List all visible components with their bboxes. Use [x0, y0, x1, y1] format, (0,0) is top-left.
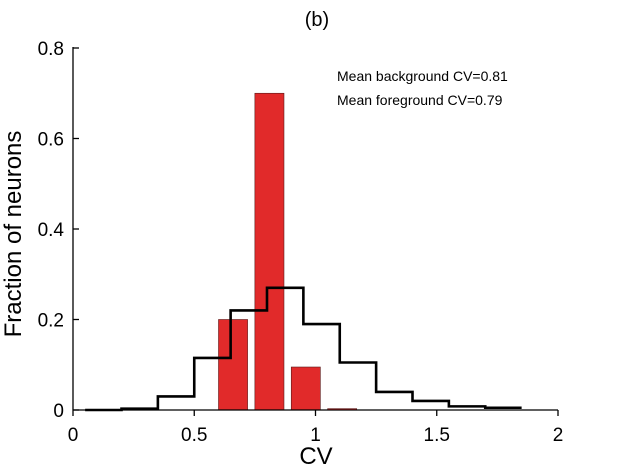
- y-tick-label-2: 0.4: [38, 220, 65, 241]
- x-tick-label-1: 0.5: [181, 425, 207, 446]
- y-tick-label-1: 0.2: [38, 311, 64, 332]
- chart-title: (b): [305, 9, 329, 31]
- histogram-bar-0: [218, 319, 248, 411]
- background-cv-step-line: [85, 286, 522, 412]
- x-tick-label-3: 1.5: [424, 425, 450, 446]
- x-tick-label-4: 2: [553, 425, 564, 446]
- x-axis-title: CV: [299, 443, 332, 469]
- y-tick-label-4: 0.8: [38, 39, 64, 60]
- annotation-mean-foreground: Mean foreground CV=0.79: [337, 92, 503, 108]
- x-tick-label-0: 0: [68, 425, 79, 446]
- histogram-bar-2: [290, 366, 321, 411]
- step-layer: [85, 286, 522, 412]
- axes-layer: 0 0.5 1 1.5 2 0 0.2 0.4 0.6 0.8: [38, 39, 564, 446]
- histogram-bar-1: [254, 92, 285, 411]
- y-axis-title: Fraction of neurons: [0, 131, 27, 338]
- annotation-mean-background: Mean background CV=0.81: [337, 68, 508, 84]
- x-tick-label-2: 1: [310, 425, 321, 446]
- y-tick-label-3: 0.6: [38, 130, 64, 151]
- y-tick-label-0: 0: [53, 401, 64, 422]
- bars-layer: [218, 92, 358, 411]
